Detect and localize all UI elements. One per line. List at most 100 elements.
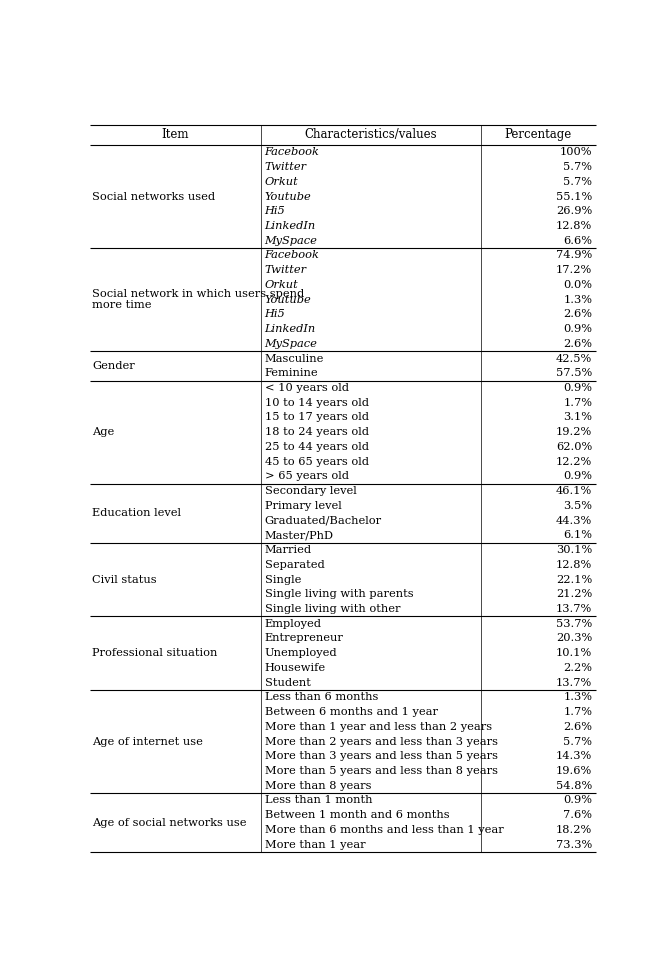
Text: Youtube: Youtube <box>264 192 311 201</box>
Text: Single living with parents: Single living with parents <box>264 589 413 600</box>
Text: 10 to 14 years old: 10 to 14 years old <box>264 398 369 408</box>
Text: Civil status: Civil status <box>92 575 157 584</box>
Text: Separated: Separated <box>264 560 324 570</box>
Text: Facebook: Facebook <box>264 251 319 260</box>
Text: Master/PhD: Master/PhD <box>264 530 334 540</box>
Text: Unemployed: Unemployed <box>264 648 337 658</box>
Text: 14.3%: 14.3% <box>556 751 592 762</box>
Text: 19.2%: 19.2% <box>556 427 592 438</box>
Text: 12.8%: 12.8% <box>556 221 592 231</box>
Text: 1.7%: 1.7% <box>563 398 592 408</box>
Text: Graduated/Bachelor: Graduated/Bachelor <box>264 516 381 525</box>
Text: Education level: Education level <box>92 508 181 519</box>
Text: Secondary level: Secondary level <box>264 486 357 496</box>
Text: 17.2%: 17.2% <box>556 265 592 275</box>
Text: Student: Student <box>264 678 310 687</box>
Text: 100%: 100% <box>560 147 592 157</box>
Text: 5.7%: 5.7% <box>563 176 592 187</box>
Text: 7.6%: 7.6% <box>563 810 592 820</box>
Text: Facebook: Facebook <box>264 147 319 157</box>
Text: Feminine: Feminine <box>264 368 318 378</box>
Text: Primary level: Primary level <box>264 501 341 511</box>
Text: 2.2%: 2.2% <box>563 663 592 673</box>
Text: 19.6%: 19.6% <box>556 766 592 776</box>
Text: 55.1%: 55.1% <box>556 192 592 201</box>
Text: MySpace: MySpace <box>264 338 317 349</box>
Text: More than 8 years: More than 8 years <box>264 781 371 790</box>
Text: 1.3%: 1.3% <box>563 295 592 305</box>
Text: 5.7%: 5.7% <box>563 162 592 172</box>
Text: Youtube: Youtube <box>264 295 311 305</box>
Text: 1.3%: 1.3% <box>563 692 592 703</box>
Text: Between 1 month and 6 months: Between 1 month and 6 months <box>264 810 449 820</box>
Text: 26.9%: 26.9% <box>556 206 592 216</box>
Text: 25 to 44 years old: 25 to 44 years old <box>264 442 369 452</box>
Text: 20.3%: 20.3% <box>556 633 592 643</box>
Text: 12.8%: 12.8% <box>556 560 592 570</box>
Text: 57.5%: 57.5% <box>556 368 592 378</box>
Text: 18 to 24 years old: 18 to 24 years old <box>264 427 369 438</box>
Text: < 10 years old: < 10 years old <box>264 383 349 393</box>
Text: Married: Married <box>264 545 312 555</box>
Text: More than 5 years and less than 8 years: More than 5 years and less than 8 years <box>264 766 498 776</box>
Text: 0.9%: 0.9% <box>563 795 592 806</box>
Text: Employed: Employed <box>264 619 322 629</box>
Text: Masculine: Masculine <box>264 354 324 363</box>
Text: Professional situation: Professional situation <box>92 648 218 658</box>
Text: 6.6%: 6.6% <box>563 236 592 246</box>
Text: More than 2 years and less than 3 years: More than 2 years and less than 3 years <box>264 736 498 746</box>
Text: More than 1 year and less than 2 years: More than 1 year and less than 2 years <box>264 722 492 732</box>
Text: 0.9%: 0.9% <box>563 324 592 335</box>
Text: Between 6 months and 1 year: Between 6 months and 1 year <box>264 707 438 717</box>
Text: Twitter: Twitter <box>264 265 306 275</box>
Text: 5.7%: 5.7% <box>563 736 592 746</box>
Text: Orkut: Orkut <box>264 176 298 187</box>
Text: 0.9%: 0.9% <box>563 383 592 393</box>
Text: 2.6%: 2.6% <box>563 309 592 319</box>
Text: More than 6 months and less than 1 year: More than 6 months and less than 1 year <box>264 825 503 835</box>
Text: Social network in which users spend
more time: Social network in which users spend more… <box>92 289 304 310</box>
Text: 2.6%: 2.6% <box>563 338 592 349</box>
Text: Entrepreneur: Entrepreneur <box>264 633 343 643</box>
Text: 3.1%: 3.1% <box>563 413 592 422</box>
Text: 10.1%: 10.1% <box>556 648 592 658</box>
Text: 13.7%: 13.7% <box>556 678 592 687</box>
Text: MySpace: MySpace <box>264 236 317 246</box>
Text: 6.1%: 6.1% <box>563 530 592 540</box>
Text: 3.5%: 3.5% <box>563 501 592 511</box>
Text: 46.1%: 46.1% <box>556 486 592 496</box>
Text: Gender: Gender <box>92 361 135 371</box>
Text: Less than 1 month: Less than 1 month <box>264 795 372 806</box>
Text: > 65 years old: > 65 years old <box>264 471 349 481</box>
Text: 74.9%: 74.9% <box>556 251 592 260</box>
Text: 22.1%: 22.1% <box>556 575 592 584</box>
Text: Age of internet use: Age of internet use <box>92 736 203 746</box>
Text: Less than 6 months: Less than 6 months <box>264 692 378 703</box>
Text: Characteristics/values: Characteristics/values <box>304 128 437 142</box>
Text: 1.7%: 1.7% <box>563 707 592 717</box>
Text: 0.0%: 0.0% <box>563 280 592 290</box>
Text: 44.3%: 44.3% <box>556 516 592 525</box>
Text: 13.7%: 13.7% <box>556 604 592 614</box>
Text: 15 to 17 years old: 15 to 17 years old <box>264 413 369 422</box>
Text: More than 3 years and less than 5 years: More than 3 years and less than 5 years <box>264 751 498 762</box>
Text: 42.5%: 42.5% <box>556 354 592 363</box>
Text: LinkedIn: LinkedIn <box>264 221 316 231</box>
Text: Hi5: Hi5 <box>264 309 285 319</box>
Text: Percentage: Percentage <box>504 128 572 142</box>
Text: 2.6%: 2.6% <box>563 722 592 732</box>
Text: Age of social networks use: Age of social networks use <box>92 817 247 827</box>
Text: 18.2%: 18.2% <box>556 825 592 835</box>
Text: Orkut: Orkut <box>264 280 298 290</box>
Text: Single: Single <box>264 575 301 584</box>
Text: Item: Item <box>162 128 189 142</box>
Text: 53.7%: 53.7% <box>556 619 592 629</box>
Text: LinkedIn: LinkedIn <box>264 324 316 335</box>
Text: More than 1 year: More than 1 year <box>264 840 365 849</box>
Text: Single living with other: Single living with other <box>264 604 400 614</box>
Text: 21.2%: 21.2% <box>556 589 592 600</box>
Text: Housewife: Housewife <box>264 663 326 673</box>
Text: 54.8%: 54.8% <box>556 781 592 790</box>
Text: Hi5: Hi5 <box>264 206 285 216</box>
Text: Age: Age <box>92 427 114 438</box>
